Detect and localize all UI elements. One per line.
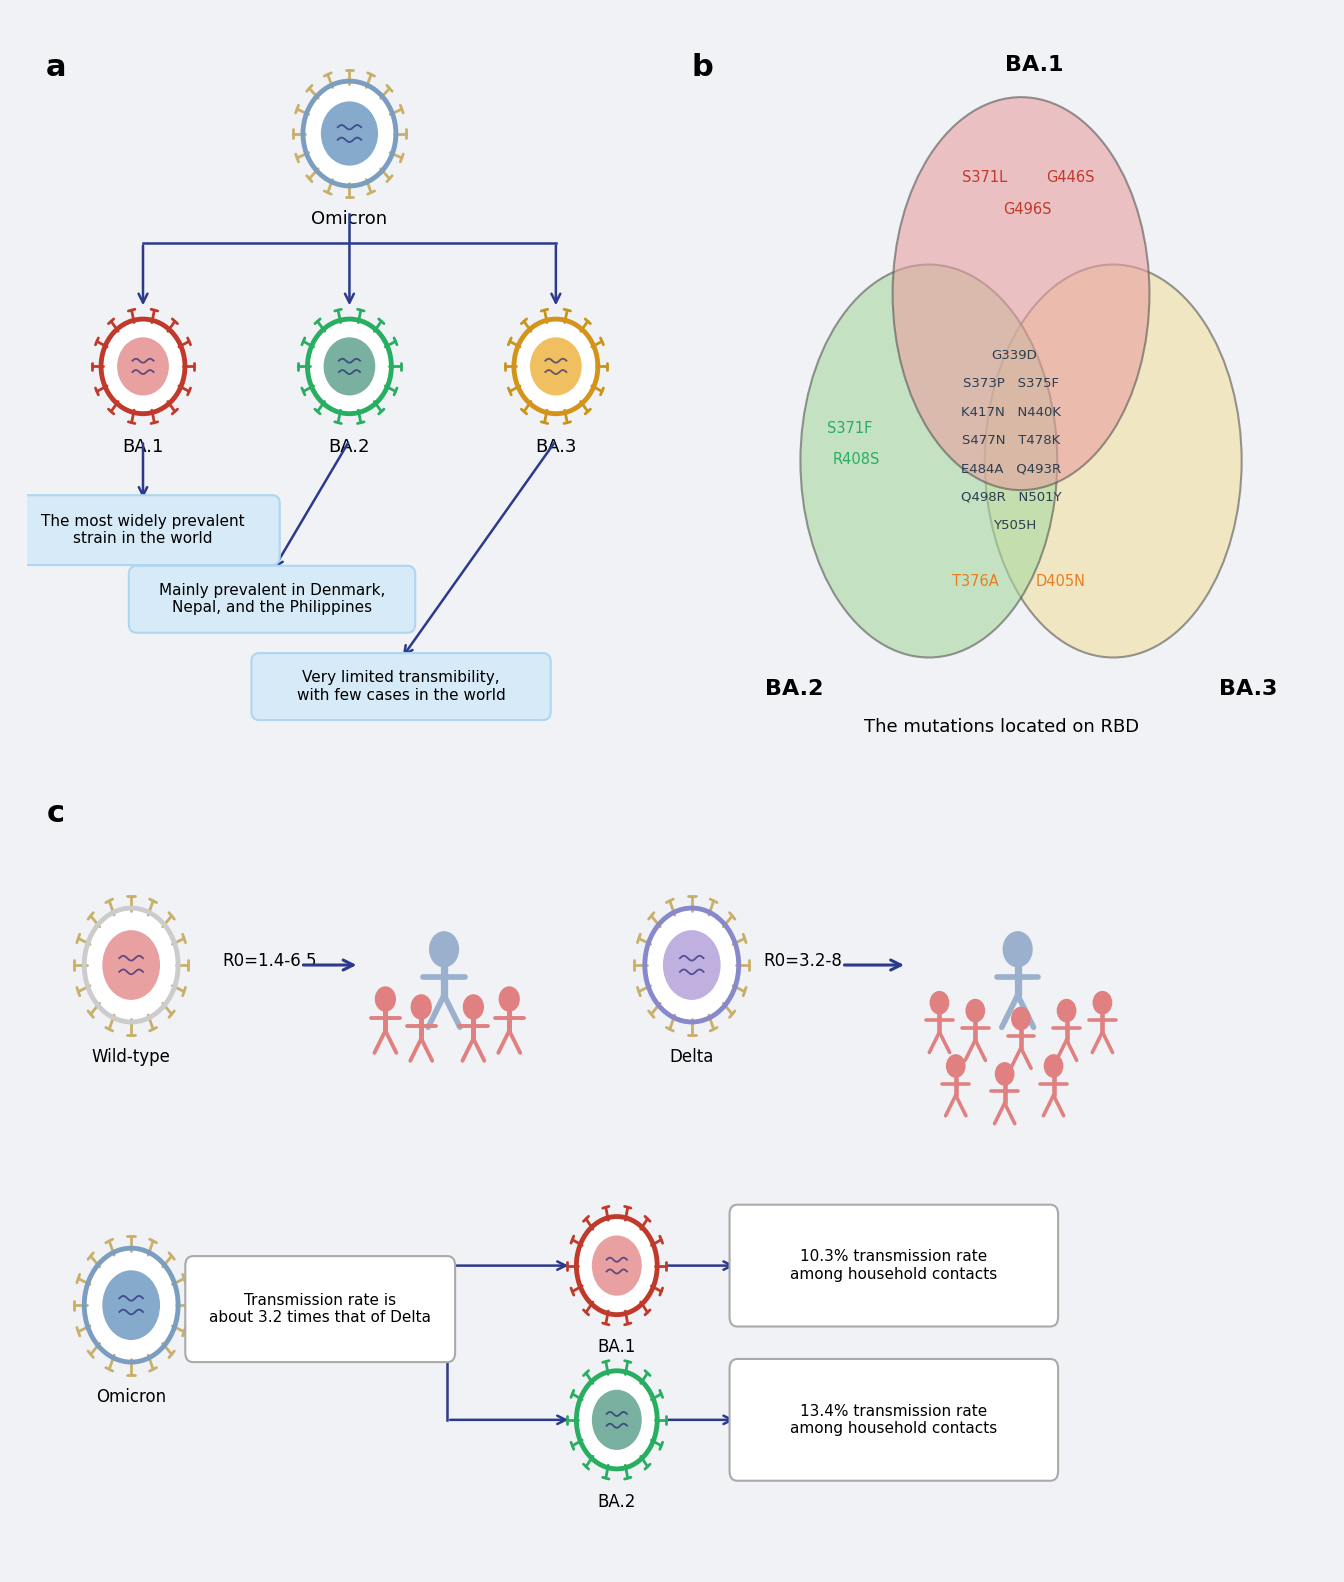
Text: G339D: G339D <box>992 350 1038 362</box>
Circle shape <box>1058 1000 1075 1022</box>
FancyBboxPatch shape <box>730 1359 1058 1481</box>
Text: BA.3: BA.3 <box>1219 679 1277 699</box>
Text: Delta: Delta <box>669 1047 714 1066</box>
FancyBboxPatch shape <box>129 566 415 633</box>
Text: S373P   S375F: S373P S375F <box>964 378 1059 391</box>
Polygon shape <box>336 348 363 384</box>
Text: R0=3.2-8: R0=3.2-8 <box>763 952 843 970</box>
Circle shape <box>1012 1008 1030 1030</box>
Circle shape <box>632 892 751 1038</box>
Text: 10.3% transmission rate
among household contacts: 10.3% transmission rate among household … <box>790 1250 997 1281</box>
Polygon shape <box>543 348 570 384</box>
Circle shape <box>930 992 949 1014</box>
FancyBboxPatch shape <box>185 1256 456 1362</box>
Text: BA.2: BA.2 <box>329 438 370 456</box>
Text: K417N   N440K: K417N N440K <box>961 405 1062 419</box>
Circle shape <box>324 339 375 396</box>
Circle shape <box>645 908 739 1022</box>
Circle shape <box>85 1248 179 1362</box>
FancyBboxPatch shape <box>730 1205 1058 1326</box>
Ellipse shape <box>892 97 1149 490</box>
Text: BA.1: BA.1 <box>122 438 164 456</box>
Polygon shape <box>676 944 707 986</box>
Circle shape <box>593 1391 641 1449</box>
Text: BA.2: BA.2 <box>598 1493 636 1511</box>
Text: a: a <box>46 54 67 82</box>
FancyBboxPatch shape <box>7 495 280 565</box>
Circle shape <box>308 320 391 413</box>
Circle shape <box>946 1055 965 1077</box>
Polygon shape <box>335 114 364 153</box>
Circle shape <box>101 320 185 413</box>
Circle shape <box>531 339 581 396</box>
Circle shape <box>577 1217 657 1315</box>
Circle shape <box>500 987 519 1011</box>
Circle shape <box>996 1063 1013 1085</box>
Text: S477N   T478K: S477N T478K <box>962 433 1060 448</box>
Circle shape <box>103 930 160 1000</box>
Circle shape <box>577 1370 657 1468</box>
Text: BA.1: BA.1 <box>1005 55 1063 76</box>
Text: BA.3: BA.3 <box>535 438 577 456</box>
Circle shape <box>593 1236 641 1296</box>
Ellipse shape <box>985 264 1242 658</box>
Text: c: c <box>47 799 65 827</box>
Circle shape <box>411 995 431 1019</box>
Text: S371L: S371L <box>962 169 1008 185</box>
Text: 13.4% transmission rate
among household contacts: 13.4% transmission rate among household … <box>790 1403 997 1436</box>
Polygon shape <box>129 348 156 384</box>
Circle shape <box>296 305 403 427</box>
Circle shape <box>664 930 720 1000</box>
Text: The mutations located on RBD: The mutations located on RBD <box>864 718 1138 736</box>
Polygon shape <box>116 944 146 986</box>
Text: Mainly prevalent in Denmark,
Nepal, and the Philippines: Mainly prevalent in Denmark, Nepal, and … <box>159 584 386 615</box>
Text: R408S: R408S <box>833 452 880 467</box>
Polygon shape <box>603 1402 630 1438</box>
Circle shape <box>564 1357 668 1482</box>
Circle shape <box>302 81 396 187</box>
Circle shape <box>85 908 179 1022</box>
Circle shape <box>71 892 191 1038</box>
Circle shape <box>103 1270 160 1340</box>
Circle shape <box>321 103 378 165</box>
Circle shape <box>1044 1055 1063 1077</box>
Circle shape <box>375 987 395 1011</box>
Circle shape <box>118 339 168 396</box>
Text: G446S: G446S <box>1046 169 1094 185</box>
Text: Transmission rate is
about 3.2 times that of Delta: Transmission rate is about 3.2 times tha… <box>210 1292 431 1326</box>
Circle shape <box>71 1232 191 1378</box>
Text: T376A: T376A <box>952 574 999 589</box>
Text: BA.1: BA.1 <box>598 1338 636 1356</box>
Circle shape <box>1093 992 1111 1014</box>
Text: BA.2: BA.2 <box>765 679 823 699</box>
Circle shape <box>513 320 598 413</box>
Text: D405N: D405N <box>1035 574 1086 589</box>
Circle shape <box>966 1000 984 1022</box>
Text: G496S: G496S <box>1004 202 1052 217</box>
Polygon shape <box>603 1247 630 1285</box>
Text: R0=1.4-6.5: R0=1.4-6.5 <box>222 952 317 970</box>
Circle shape <box>464 995 484 1019</box>
Text: Omicron: Omicron <box>97 1389 167 1406</box>
Circle shape <box>290 66 409 201</box>
Text: Q498R   N501Y: Q498R N501Y <box>961 490 1062 505</box>
Circle shape <box>89 305 196 427</box>
Text: E484A   Q493R: E484A Q493R <box>961 462 1062 476</box>
Text: Omicron: Omicron <box>312 210 387 228</box>
Text: Wild-type: Wild-type <box>91 1047 171 1066</box>
Polygon shape <box>116 1285 146 1326</box>
FancyBboxPatch shape <box>251 653 551 720</box>
Circle shape <box>503 305 610 427</box>
Ellipse shape <box>801 264 1058 658</box>
Text: Y505H: Y505H <box>993 519 1036 532</box>
Circle shape <box>564 1202 668 1329</box>
Text: The most widely prevalent
strain in the world: The most widely prevalent strain in the … <box>42 514 245 546</box>
Text: S371F: S371F <box>827 421 872 435</box>
Text: Very limited transmibility,
with few cases in the world: Very limited transmibility, with few cas… <box>297 671 505 702</box>
Text: b: b <box>692 54 714 82</box>
Circle shape <box>430 932 458 967</box>
Circle shape <box>1004 932 1032 967</box>
